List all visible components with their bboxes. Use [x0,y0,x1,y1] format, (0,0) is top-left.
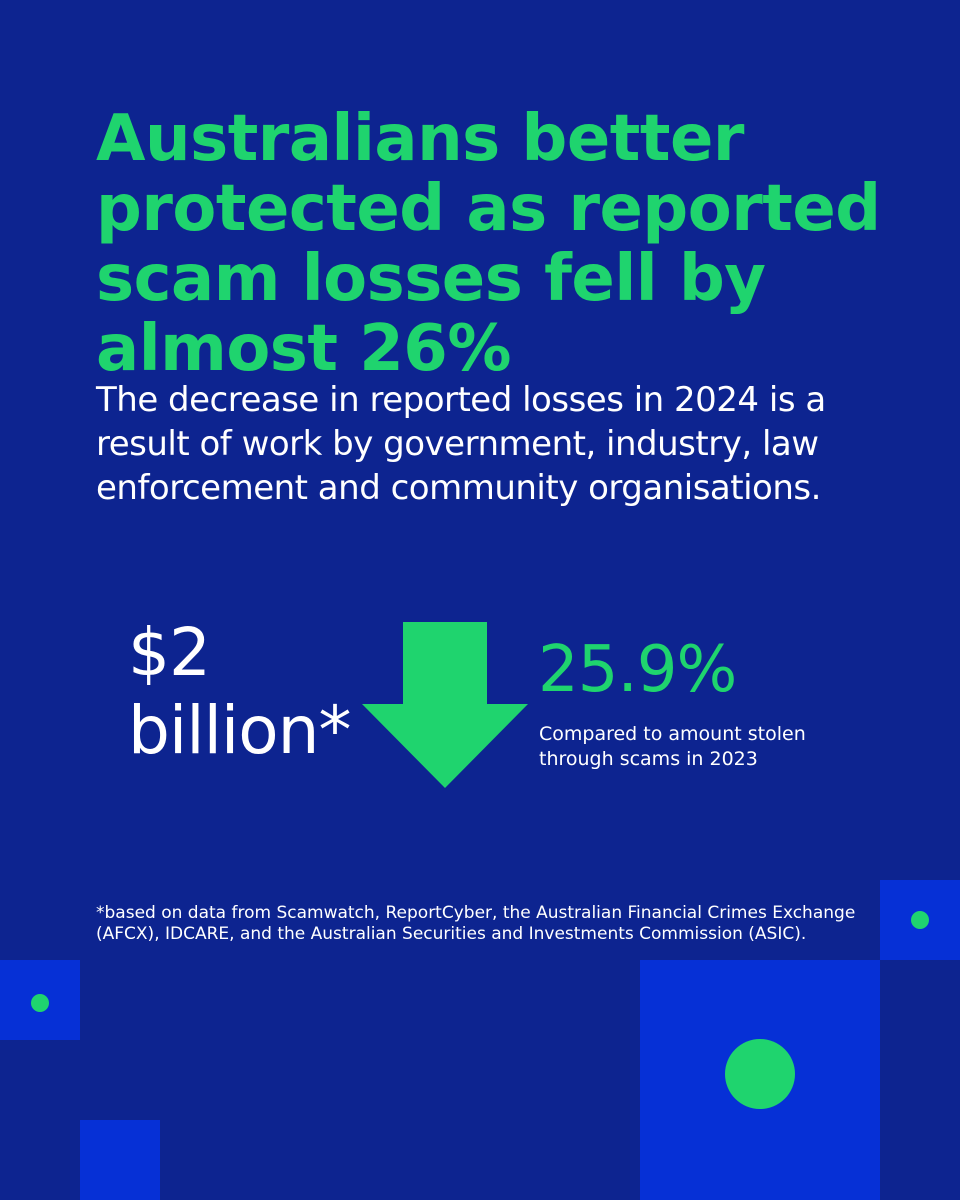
decorative-block [80,1120,160,1200]
headline: Australians better protected as reported… [96,102,881,386]
stat-amount-unit: billion* [128,692,351,769]
footnote: *based on data from Scamwatch, ReportCyb… [96,903,856,944]
stat-amount: $2 billion* [128,614,388,770]
subtext: The decrease in reported losses in 2024 … [96,380,826,508]
decorative-dot [31,994,49,1012]
decorative-dot [911,911,929,929]
stat-amount-value: $2 [128,614,211,691]
decorative-dot [725,1039,795,1109]
stat-caption: Compared to amount stolen through scams … [539,723,806,770]
stat-percent: 25.9% [538,633,737,707]
arrow-down-icon [362,622,528,788]
